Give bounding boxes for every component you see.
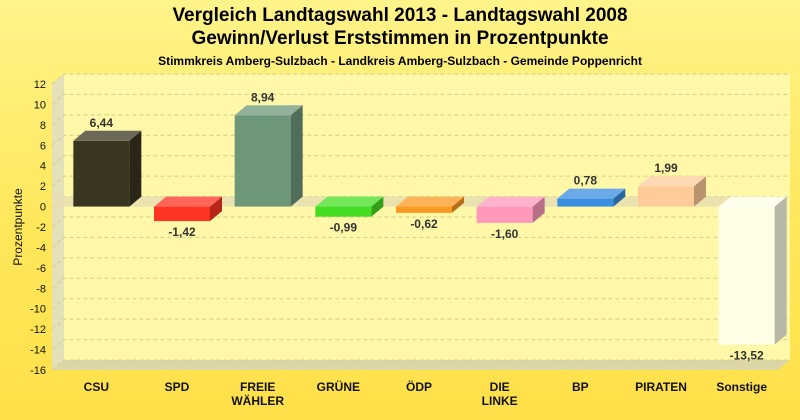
data-label: 6,44 <box>90 116 114 130</box>
bar <box>557 198 614 207</box>
data-label: 8,94 <box>251 90 275 104</box>
bar-side <box>371 196 384 217</box>
x-tick-label: DIE LINKE <box>482 380 518 408</box>
y-tick-label: 8 <box>40 120 46 132</box>
bar <box>234 115 291 207</box>
gridline <box>51 298 790 310</box>
x-tick-label: FREIE WÄHLER <box>231 380 284 408</box>
bar-side <box>452 196 464 213</box>
bar-top <box>154 196 222 207</box>
gridline <box>51 236 790 248</box>
y-tick-label: -6 <box>36 263 46 275</box>
data-label: 0,78 <box>574 174 598 188</box>
y-tick-label: -12 <box>30 324 46 336</box>
y-tick-label: 6 <box>40 140 46 152</box>
gridline <box>51 73 790 85</box>
bar-top <box>396 196 464 207</box>
y-tick-label: -2 <box>36 222 46 234</box>
gridline <box>51 175 790 187</box>
y-tick-label: 0 <box>40 202 46 214</box>
y-tick-label: 12 <box>34 79 46 91</box>
data-label: -0,99 <box>330 221 358 235</box>
bar-side <box>129 130 142 207</box>
gridline <box>51 359 790 371</box>
bar-top <box>315 196 384 207</box>
bar-side <box>613 188 626 207</box>
bar <box>315 206 372 217</box>
bar-side <box>694 176 706 207</box>
gridline <box>51 216 790 228</box>
x-tick-label: ÖDP <box>406 379 432 394</box>
x-tick-label: GRÜNE <box>317 379 360 394</box>
y-tick-label: -4 <box>36 242 46 254</box>
y-tick-label: 4 <box>40 161 46 173</box>
gridline <box>51 93 790 105</box>
gridline <box>51 277 790 289</box>
y-axis-label: Prozentpunkte <box>11 188 25 266</box>
data-label: -13,52 <box>730 349 764 363</box>
x-tick-label: BP <box>572 380 589 394</box>
gridline <box>51 318 790 330</box>
bar <box>73 140 130 207</box>
data-label: -1,42 <box>168 225 196 239</box>
bar <box>154 206 210 222</box>
y-tick-label: 2 <box>40 181 46 193</box>
bar <box>476 206 533 223</box>
bar-side <box>774 196 787 345</box>
x-tick-label: PIRATEN <box>635 380 687 394</box>
bar-top <box>718 196 787 207</box>
bar <box>638 186 694 207</box>
gridline <box>51 339 790 350</box>
bar <box>718 206 775 345</box>
x-tick-label: Sonstige <box>716 380 767 394</box>
chart-region-subtitle: Stimmkreis Amberg-Sulzbach - Landkreis A… <box>158 54 642 68</box>
chart-title: Vergleich Landtagswahl 2013 - Landtagswa… <box>172 5 628 26</box>
data-label: 1,99 <box>654 161 678 175</box>
y-tick-label: -8 <box>36 283 46 295</box>
bar-top <box>638 176 706 187</box>
gridline <box>51 155 790 167</box>
gridline <box>51 114 790 126</box>
y-tick-label: -10 <box>30 304 46 316</box>
gridline <box>51 134 790 146</box>
chart-subtitle: Gewinn/Verlust Erststimmen in Prozentpun… <box>191 28 609 49</box>
bar-side <box>532 196 545 223</box>
bar-side <box>290 105 303 207</box>
bar <box>396 206 452 213</box>
x-tick-label: CSU <box>84 380 109 394</box>
chart-floor <box>52 360 790 370</box>
bar-top <box>73 130 142 141</box>
data-label: -0,62 <box>410 217 438 231</box>
gridline <box>51 257 790 269</box>
bar-top <box>234 105 303 116</box>
y-tick-label: -16 <box>30 365 46 377</box>
bar-top <box>557 188 626 199</box>
x-tick-label: SPD <box>165 380 190 394</box>
y-tick-label: -14 <box>30 345 46 357</box>
y-tick-label: 10 <box>34 99 46 111</box>
bar-side <box>210 196 222 222</box>
data-label: -1,60 <box>491 227 519 241</box>
bar-top <box>476 196 545 207</box>
